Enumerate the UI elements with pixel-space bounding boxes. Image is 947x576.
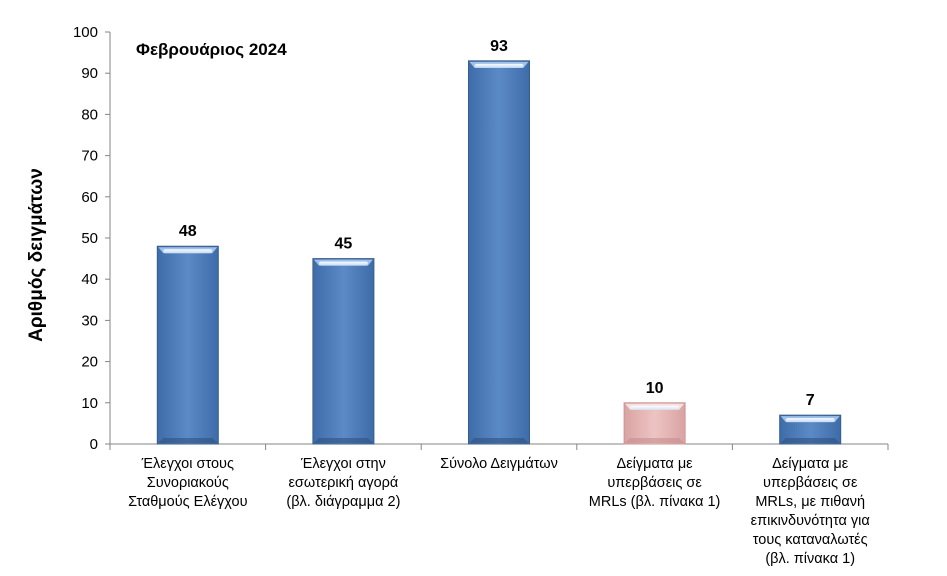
y-tick-label: 80 xyxy=(81,106,98,123)
bar-body xyxy=(468,60,530,445)
bar xyxy=(312,258,375,445)
x-category-label: Δείγματα με υπερβάσεις σε MRLs (βλ. πίνακα… xyxy=(589,456,721,510)
bar xyxy=(779,414,842,445)
chart-title: Φεβρουάριος 2024 xyxy=(136,40,287,59)
x-category-label: Έλεγχοι στην εσωτερική αγορά (βλ. διάγραμμ… xyxy=(286,456,400,510)
y-tick-label: 10 xyxy=(81,395,98,412)
y-tick-label: 30 xyxy=(81,312,98,329)
y-tick-label: 20 xyxy=(81,354,98,371)
bar-shine xyxy=(785,418,835,423)
x-category-label: Έλεγχοι στους Συνοριακούς Σταθμούς Ελέγχου xyxy=(128,456,248,510)
x-category-label: Σύνολο Δειγμάτων xyxy=(440,456,558,472)
bar-bevel-bottom xyxy=(625,438,685,443)
bar-bevel-bottom xyxy=(469,438,529,443)
y-tick-label: 0 xyxy=(90,436,98,453)
y-axis-label: Αριθμός δειγμάτων xyxy=(26,168,47,342)
bar-bevel-bottom xyxy=(313,438,373,443)
bar-shine xyxy=(163,249,213,254)
y-tick-label: 90 xyxy=(81,65,98,82)
bar-shine xyxy=(474,63,524,68)
bar-body xyxy=(312,258,375,445)
data-label: 45 xyxy=(335,236,353,253)
y-tick-label: 40 xyxy=(81,271,98,288)
data-label: 10 xyxy=(646,380,664,397)
data-label: 93 xyxy=(490,38,508,55)
bar-body xyxy=(156,245,219,445)
bar-shine xyxy=(318,261,368,266)
bar-shine xyxy=(630,405,680,410)
bar-bevel-bottom xyxy=(780,438,840,443)
bar xyxy=(156,245,219,445)
y-tick-label: 100 xyxy=(73,24,98,41)
data-label: 7 xyxy=(806,392,815,409)
y-tick-label: 50 xyxy=(81,230,98,247)
x-category-label: Δείγματα με υπερβάσεις σε MRLs, με πιθανή ε… xyxy=(751,456,870,567)
y-tick-label: 60 xyxy=(81,189,98,206)
bar-bevel-bottom xyxy=(158,438,218,443)
data-label: 48 xyxy=(179,223,197,240)
bar xyxy=(623,402,686,445)
y-tick-label: 70 xyxy=(81,148,98,165)
bar xyxy=(468,60,530,445)
